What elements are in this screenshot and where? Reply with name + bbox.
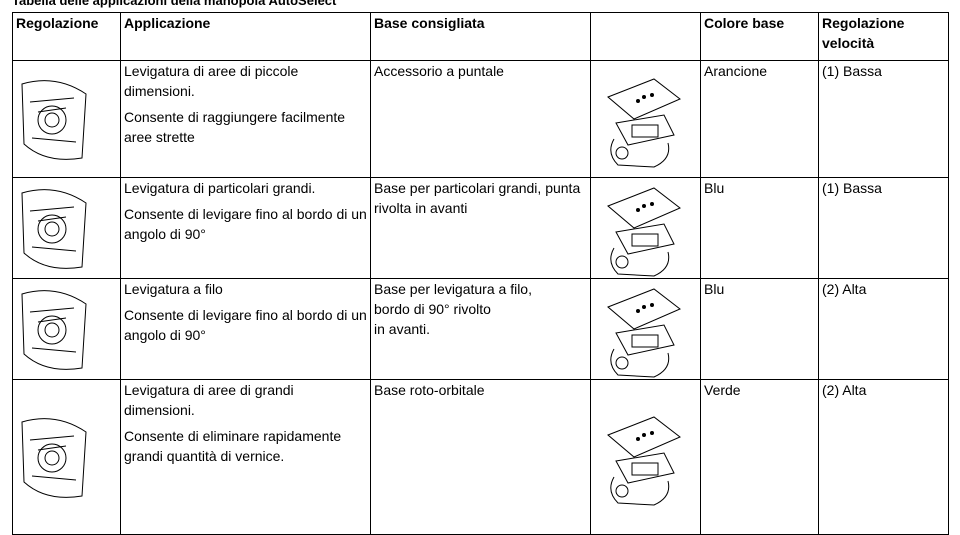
color-cell: Blu bbox=[700, 177, 819, 279]
base-illustration bbox=[607, 78, 681, 168]
color-cell: Blu bbox=[700, 278, 819, 380]
application-text: Levigatura a filo bbox=[124, 281, 223, 297]
application-cell: Levigatura di aree di piccole dimensioni… bbox=[120, 60, 371, 178]
base-illustration bbox=[607, 187, 681, 277]
image-cell bbox=[590, 177, 701, 279]
image-cell bbox=[590, 379, 701, 535]
application-cell: Levigatura di aree di grandi dimensioni.… bbox=[120, 379, 371, 535]
base-text: bordo di 90° rivolto bbox=[374, 301, 491, 317]
table-row: Levigatura di aree di grandi dimensioni.… bbox=[12, 379, 949, 535]
application-text: Consente di levigare fino al bordo di un… bbox=[124, 206, 367, 242]
color-cell: Verde bbox=[700, 379, 819, 535]
image-cell bbox=[590, 278, 701, 380]
page: Tabella delle applicazioni della manopol… bbox=[12, 0, 949, 535]
dial-illustration bbox=[21, 418, 87, 498]
speed-cell: (2) Alta bbox=[818, 278, 949, 380]
header-cell: Regolazione bbox=[12, 12, 121, 61]
image-cell bbox=[590, 60, 701, 178]
speed-cell: (2) Alta bbox=[818, 379, 949, 535]
application-cell: Levigatura a filo Consente di levigare fi… bbox=[120, 278, 371, 380]
icon-cell bbox=[12, 278, 121, 380]
base-cell: Base per levigatura a filo, bordo di 90° … bbox=[370, 278, 591, 380]
speed-cell: (1) Bassa bbox=[818, 177, 949, 279]
application-text: Levigatura di aree di grandi dimensioni. bbox=[124, 382, 294, 418]
settings-table: Regolazione Applicazione Base consigliata C… bbox=[12, 12, 949, 535]
base-cell: Accessorio a puntale bbox=[370, 60, 591, 178]
icon-cell bbox=[12, 379, 121, 535]
base-illustration bbox=[607, 288, 681, 378]
icon-cell bbox=[12, 177, 121, 279]
table-title: Tabella delle applicazioni della manopol… bbox=[12, 0, 337, 8]
base-illustration bbox=[607, 416, 681, 506]
table-row: Levigatura di aree di piccole dimensioni… bbox=[12, 60, 949, 178]
header-cell: Regolazione velocità bbox=[818, 12, 949, 61]
header-cell: Base consigliata bbox=[370, 12, 591, 61]
dial-illustration bbox=[21, 189, 87, 269]
base-text: Base roto-orbitale bbox=[374, 382, 485, 398]
dial-illustration bbox=[21, 290, 87, 370]
base-cell: Base roto-orbitale bbox=[370, 379, 591, 535]
speed-cell: (1) Bassa bbox=[818, 60, 949, 178]
application-text: Levigatura di aree di piccole dimensioni… bbox=[124, 63, 299, 99]
application-text: Levigatura di particolari grandi. bbox=[124, 180, 316, 196]
header-cell bbox=[590, 12, 701, 61]
application-text: Consente di levigare fino al bordo di un… bbox=[124, 307, 367, 343]
icon-cell bbox=[12, 60, 121, 178]
table-row: Levigatura di particolari grandi. Consent… bbox=[12, 177, 949, 279]
dial-illustration bbox=[21, 80, 87, 160]
table-body: Levigatura di aree di piccole dimensioni… bbox=[12, 60, 949, 535]
header-cell: Applicazione bbox=[120, 12, 371, 61]
color-cell: Arancione bbox=[700, 60, 819, 178]
application-text: Consente di eliminare rapidamente grandi… bbox=[124, 428, 342, 464]
base-text: Base per levigatura a filo, bbox=[374, 281, 532, 297]
application-text: Consente di raggiungere facilmente aree … bbox=[124, 109, 346, 145]
base-text: in avanti. bbox=[374, 321, 431, 337]
base-cell: Base per particolari grandi, punta rivol… bbox=[370, 177, 591, 279]
base-text: Accessorio a puntale bbox=[374, 63, 504, 79]
table-row: Levigatura a filo Consente di levigare fi… bbox=[12, 278, 949, 380]
application-cell: Levigatura di particolari grandi. Consent… bbox=[120, 177, 371, 279]
header-row: Regolazione Applicazione Base consigliata C… bbox=[12, 12, 949, 61]
base-text: Base per particolari grandi, punta rivol… bbox=[374, 180, 581, 216]
header-cell: Colore base bbox=[700, 12, 819, 61]
